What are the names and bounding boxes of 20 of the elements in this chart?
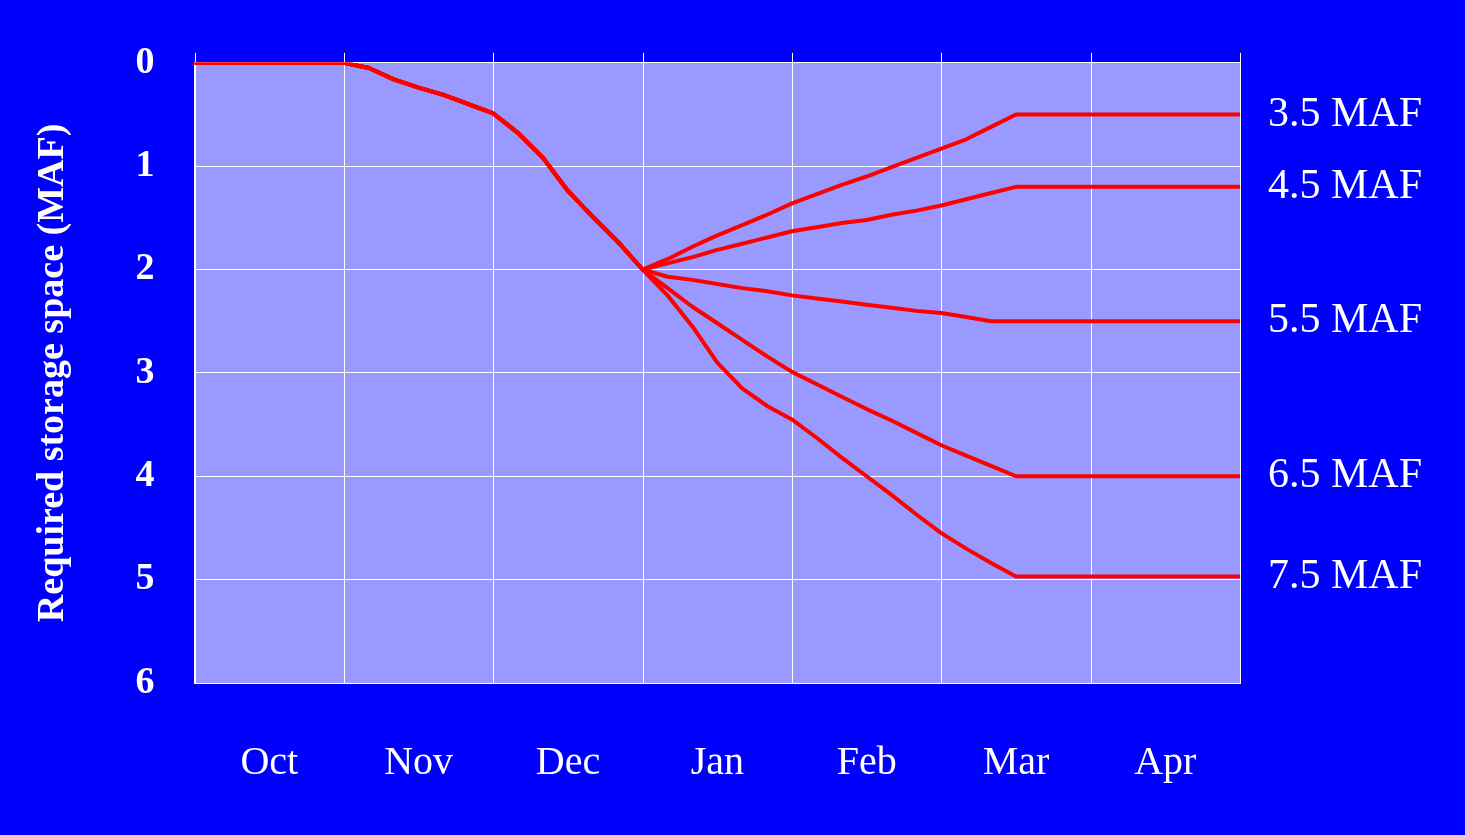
y-tick-label: 5 xyxy=(135,555,155,598)
y-tick-label: 0 xyxy=(135,38,155,81)
y-axis-title: Required storage space (MAF) xyxy=(28,123,72,623)
series-label: 5.5 MAF xyxy=(1268,295,1423,342)
series-label: 6.5 MAF xyxy=(1268,450,1423,497)
x-tick-label: Mar xyxy=(982,737,1050,783)
series-label: 4.5 MAF xyxy=(1268,160,1423,207)
y-tick-label: 6 xyxy=(135,658,155,701)
x-tick-label: Dec xyxy=(535,737,601,783)
x-tick-label: Jan xyxy=(690,737,744,783)
x-tick-label: Nov xyxy=(384,737,454,783)
y-tick-label: 2 xyxy=(135,245,155,288)
x-tick-label: Oct xyxy=(240,737,299,783)
y-tick-label: 1 xyxy=(135,141,155,184)
x-tick-label: Feb xyxy=(836,737,897,783)
x-tick-label: Apr xyxy=(1134,737,1197,783)
series-label: 3.5 MAF xyxy=(1268,88,1423,135)
y-tick-label: 4 xyxy=(135,452,155,495)
series-label: 7.5 MAF xyxy=(1268,550,1423,597)
y-tick-label: 3 xyxy=(135,348,155,391)
